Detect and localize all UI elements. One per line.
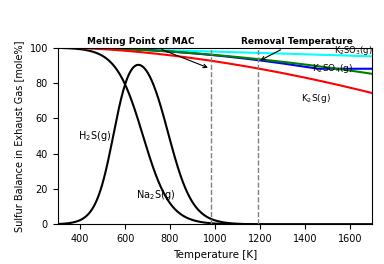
- Text: Melting Point of MAC: Melting Point of MAC: [87, 37, 207, 68]
- Text: K$_2$S(g): K$_2$S(g): [301, 92, 330, 105]
- Text: K$_2$SO$_4$(g): K$_2$SO$_4$(g): [312, 62, 353, 74]
- Y-axis label: Sulfur Balance in Exhaust Gas [mole%]: Sulfur Balance in Exhaust Gas [mole%]: [14, 40, 24, 232]
- Text: H$_2$S(g): H$_2$S(g): [78, 130, 111, 144]
- Text: Removal Temperature: Removal Temperature: [241, 37, 353, 60]
- Text: Na$_2$S(g): Na$_2$S(g): [136, 188, 175, 202]
- X-axis label: Temperature [K]: Temperature [K]: [173, 250, 257, 260]
- Text: K$_2$SO$_3$(g): K$_2$SO$_3$(g): [334, 44, 373, 57]
